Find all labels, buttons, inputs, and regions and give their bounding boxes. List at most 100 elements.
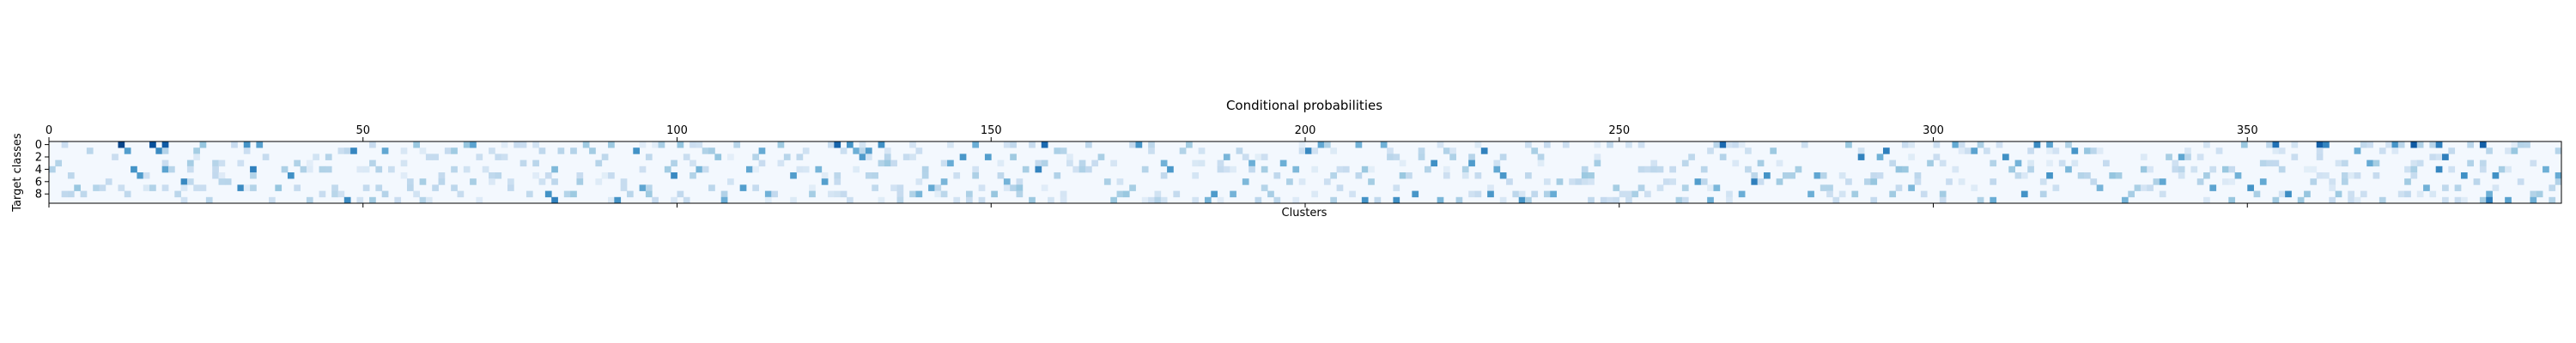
heatmap-cell: [2310, 165, 2318, 173]
heatmap-cell: [406, 184, 414, 191]
heatmap-cell: [1977, 196, 1984, 204]
heatmap-cell: [161, 147, 169, 154]
heatmap-cell: [1713, 141, 1721, 148]
heatmap-cell: [1562, 141, 1570, 148]
heatmap-cell: [809, 190, 816, 198]
heatmap-cell: [2316, 147, 2324, 154]
heatmap-cell: [1669, 165, 1676, 173]
heatmap-cell: [1845, 141, 1852, 148]
heatmap-cell: [595, 159, 603, 167]
heatmap-cell: [2543, 165, 2549, 173]
heatmap-cell: [934, 184, 942, 191]
heatmap-cell: [2316, 141, 2324, 148]
heatmap-cell: [626, 190, 634, 198]
heatmap-cell: [2128, 190, 2135, 198]
heatmap-cell: [2109, 172, 2117, 179]
heatmap-cell: [1223, 153, 1230, 160]
heatmap-cell: [1468, 153, 1475, 160]
heatmap-cell: [978, 196, 986, 204]
heatmap-cell: [2121, 196, 2129, 204]
heatmap-cell: [1110, 196, 1117, 204]
heatmap-cell: [1066, 153, 1073, 160]
heatmap-cell: [1148, 141, 1155, 148]
heatmap-cell: [2429, 153, 2437, 160]
heatmap-cell: [1311, 190, 1319, 198]
heatmap-cell: [2196, 153, 2204, 160]
heatmap-cell: [212, 172, 219, 179]
heatmap-cell: [1525, 141, 1532, 148]
heatmap-cell: [544, 172, 552, 179]
heatmap-cell: [1619, 190, 1626, 198]
heatmap-cell: [1700, 165, 1708, 173]
heatmap-cell: [557, 147, 565, 154]
heatmap-cell: [1387, 153, 1394, 160]
heatmap-cell: [2266, 159, 2273, 167]
heatmap-cell: [1035, 165, 1042, 173]
heatmap-cell: [683, 196, 690, 204]
heatmap-cell: [306, 196, 313, 204]
heatmap-cell: [2429, 190, 2437, 198]
heatmap-cell: [2486, 196, 2493, 204]
heatmap-cell: [921, 172, 929, 179]
heatmap-cell: [1732, 141, 1740, 148]
heatmap-cell: [1694, 178, 1702, 185]
heatmap-cell: [551, 196, 558, 204]
heatmap-cell: [1368, 178, 1375, 185]
heatmap-cell: [1016, 190, 1024, 198]
heatmap-cell: [2372, 159, 2380, 167]
heatmap-cell: [105, 178, 112, 185]
heatmap-cell: [1355, 172, 1363, 179]
heatmap-cell: [369, 196, 376, 204]
heatmap-cell: [2278, 165, 2286, 173]
heatmap-cell: [2410, 172, 2418, 179]
heatmap-cell: [1707, 196, 1714, 204]
heatmap-cell: [1751, 178, 1759, 185]
heatmap-cell: [1914, 178, 1922, 185]
heatmap-cell: [890, 159, 897, 167]
heatmap-cell: [1990, 159, 1997, 167]
heatmap-cell: [997, 159, 1005, 167]
heatmap-cell: [1662, 178, 1670, 185]
heatmap-cell: [1588, 196, 1595, 204]
heatmap-cell: [2410, 159, 2418, 167]
heatmap-cell: [476, 196, 483, 204]
heatmap-cell: [1537, 159, 1545, 167]
heatmap-cell: [1078, 159, 1086, 167]
heatmap-cell: [2247, 184, 2254, 191]
heatmap-cell: [2014, 172, 2022, 179]
heatmap-cell: [2323, 141, 2330, 148]
heatmap-cell: [2240, 141, 2248, 148]
heatmap-cell: [1607, 141, 1613, 148]
heatmap-cell: [1160, 172, 1168, 179]
heatmap-cell: [1499, 172, 1507, 179]
heatmap-cell: [294, 184, 301, 191]
heatmap-cell: [671, 159, 677, 167]
heatmap-cell: [1255, 153, 1262, 160]
heatmap-cell: [2341, 178, 2348, 185]
heatmap-cell: [218, 172, 226, 179]
heatmap-cell: [758, 159, 766, 167]
heatmap-cell: [80, 190, 88, 198]
heatmap-cell: [489, 147, 495, 154]
heatmap-cell: [847, 196, 854, 204]
heatmap-cell: [896, 190, 904, 198]
heatmap-cell: [61, 141, 69, 148]
heatmap-cell: [544, 190, 552, 198]
heatmap-cell: [652, 196, 659, 204]
heatmap-cell: [118, 141, 125, 148]
heatmap-cell: [853, 165, 860, 173]
heatmap-cell: [501, 153, 508, 160]
heatmap-cell: [2071, 159, 2079, 167]
heatmap-cell: [1167, 165, 1174, 173]
heatmap-cell: [2304, 190, 2311, 198]
heatmap-cell: [1374, 196, 1382, 204]
heatmap-cell: [708, 147, 715, 154]
heatmap-cell: [2147, 165, 2154, 173]
heatmap-cell: [199, 141, 207, 148]
heatmap-cell: [1543, 141, 1551, 148]
heatmap-cell: [620, 178, 628, 185]
heatmap-cell: [1003, 184, 1011, 191]
heatmap-cell: [764, 196, 772, 204]
heatmap-cell: [1493, 159, 1501, 167]
heatmap-cell: [1129, 184, 1136, 191]
